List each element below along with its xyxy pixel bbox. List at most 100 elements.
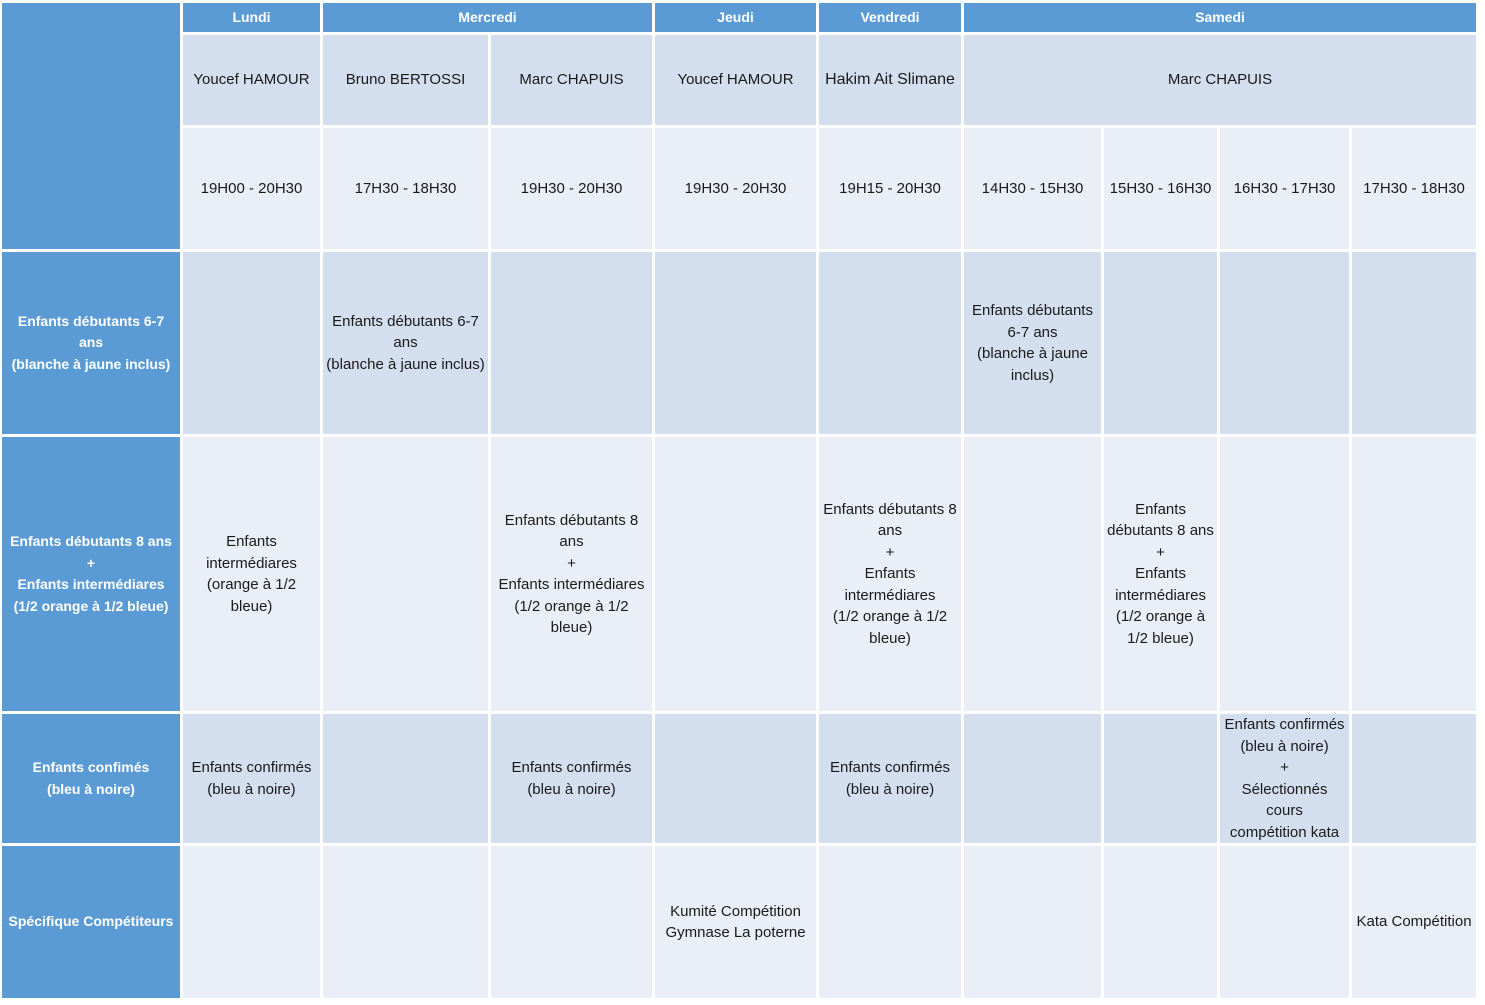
course-line: (blanche à jaune bbox=[977, 345, 1088, 362]
row-competiteurs: Spécifique Compétiteurs Kumité Compétiti… bbox=[2, 846, 1480, 1001]
time-cell: 19H00 - 20H30 bbox=[183, 128, 323, 252]
row-header: Enfants confimés (bleu à noire) bbox=[2, 714, 183, 846]
course-line: ans bbox=[559, 533, 584, 550]
empty-cell bbox=[1220, 252, 1353, 437]
course-line: intermédiares bbox=[206, 554, 297, 572]
course-cell: Enfants débutants 8 ans + Enfants interm… bbox=[1104, 437, 1221, 714]
empty-cell bbox=[1104, 252, 1221, 437]
course-line: Sélectionnés cours bbox=[1241, 780, 1328, 820]
course-line: Kumité Compétition bbox=[670, 902, 801, 920]
empty-cell bbox=[964, 714, 1105, 846]
course-line: Enfants confirmés bbox=[511, 759, 632, 776]
teacher-cell: Marc CHAPUIS bbox=[491, 35, 656, 128]
teacher-cell: Hakim Ait Slimane bbox=[819, 35, 965, 128]
empty-cell bbox=[964, 846, 1105, 1001]
day-lundi: Lundi bbox=[183, 3, 323, 35]
course-cell: Enfants intermédiares (orange à 1/2 bleu… bbox=[183, 437, 323, 714]
course-line: Enfants confirmés bbox=[829, 759, 951, 776]
course-line: compétition kata bbox=[1229, 823, 1340, 841]
empty-cell bbox=[1352, 252, 1480, 437]
course-line: + bbox=[567, 554, 576, 572]
empty-cell bbox=[1104, 846, 1221, 1001]
course-cell: Enfants confirmés (bleu à noire) bbox=[183, 714, 323, 846]
row-header-line: + bbox=[86, 554, 96, 571]
course-line: (1/2 orange à 1/2 bbox=[832, 608, 948, 626]
row-header-line: (1/2 orange à 1/2 bleue) bbox=[13, 597, 169, 614]
time-cell: 19H15 - 20H30 bbox=[819, 128, 965, 252]
course-line: intermédiares bbox=[1115, 586, 1206, 604]
course-line: bleue) bbox=[550, 619, 593, 636]
row-header-line: (bleu à noire) bbox=[47, 780, 135, 797]
row-header-line: Enfants débutants 8 ans bbox=[10, 533, 172, 549]
course-line: ans bbox=[393, 334, 418, 352]
empty-cell bbox=[323, 714, 491, 846]
row-header: Enfants débutants 8 ans + Enfants interm… bbox=[2, 437, 183, 714]
empty-cell bbox=[1220, 846, 1353, 1001]
course-line: inclus) bbox=[1010, 366, 1055, 384]
row-header-line: Enfants débutants 6-7 ans bbox=[17, 312, 165, 351]
course-line: Enfants bbox=[226, 533, 277, 550]
day-samedi: Samedi bbox=[964, 3, 1480, 35]
empty-cell bbox=[655, 437, 820, 714]
course-line: Enfants bbox=[864, 565, 916, 583]
time-cell: 14H30 - 15H30 bbox=[964, 128, 1105, 252]
time-cell: 16H30 - 17H30 bbox=[1220, 128, 1353, 252]
course-line: Enfants bbox=[1135, 565, 1186, 583]
empty-cell bbox=[323, 846, 491, 1001]
empty-cell bbox=[655, 714, 820, 846]
course-line: bleue) bbox=[869, 629, 911, 647]
course-cell: Enfants confirmés (bleu à noire) bbox=[819, 714, 965, 846]
course-line: débutants 8 ans bbox=[1107, 522, 1214, 540]
empty-cell bbox=[655, 252, 820, 437]
course-line: Kata Compétition bbox=[1356, 913, 1472, 931]
course-line: (bleu à noire) bbox=[207, 780, 296, 798]
teacher-cell: Marc CHAPUIS bbox=[964, 35, 1480, 128]
time-cell: 19H30 - 20H30 bbox=[655, 128, 820, 252]
empty-cell bbox=[183, 846, 323, 1001]
course-line: intermédiares bbox=[844, 586, 936, 604]
row-header-line: (blanche à jaune inclus) bbox=[11, 355, 171, 372]
course-line: 6-7 ans bbox=[1007, 323, 1058, 341]
day-mercredi: Mercredi bbox=[323, 3, 656, 35]
course-line: Enfants bbox=[1135, 500, 1186, 518]
teacher-cell: Youcef HAMOUR bbox=[183, 35, 323, 128]
row-header-line: Enfants confimés bbox=[32, 759, 150, 775]
empty-cell bbox=[964, 437, 1105, 714]
time-cell: 17H30 - 18H30 bbox=[1352, 128, 1480, 252]
course-cell: Enfants débutants 8 ans + Enfants interm… bbox=[819, 437, 965, 714]
course-line: Enfants débutants 6-7 bbox=[332, 312, 479, 330]
course-line: Enfants débutants 8 bbox=[823, 500, 957, 518]
schedule-table: Lundi Mercredi Jeudi Vendredi Samedi You… bbox=[2, 3, 1480, 1001]
teacher-row: Youcef HAMOUR Bruno BERTOSSI Marc CHAPUI… bbox=[2, 35, 1480, 128]
course-line: Enfants confirmés bbox=[191, 759, 312, 776]
course-line: (orange à 1/2 bleue) bbox=[206, 576, 297, 615]
course-cell: Enfants confirmés (bleu à noire) + Sélec… bbox=[1220, 714, 1353, 846]
empty-cell bbox=[323, 437, 491, 714]
row-header: Enfants débutants 6-7 ans (blanche à jau… bbox=[2, 252, 183, 437]
time-cell: 17H30 - 18H30 bbox=[323, 128, 491, 252]
row-header-line: Enfants intermédiares bbox=[17, 576, 165, 592]
course-line: (blanche à jaune inclus) bbox=[326, 355, 485, 373]
course-cell: Kata Compétition bbox=[1352, 846, 1480, 1001]
course-line: Enfants confirmés bbox=[1224, 716, 1345, 733]
empty-cell bbox=[1352, 437, 1480, 714]
row-debutants-8-intermediaires: Enfants débutants 8 ans + Enfants interm… bbox=[2, 437, 1480, 714]
empty-cell bbox=[491, 846, 656, 1001]
course-line: Gymnase La poterne bbox=[665, 924, 806, 941]
time-cell: 19H30 - 20H30 bbox=[491, 128, 656, 252]
day-jeudi: Jeudi bbox=[655, 3, 820, 35]
course-cell: Enfants débutants 6-7 ans (blanche à jau… bbox=[323, 252, 491, 437]
course-line: ans bbox=[877, 522, 903, 540]
time-row: 19H00 - 20H30 17H30 - 18H30 19H30 - 20H3… bbox=[2, 128, 1480, 252]
course-line: + bbox=[1156, 543, 1165, 561]
row-header: Spécifique Compétiteurs bbox=[2, 846, 183, 1001]
course-line: Enfants intermédiares bbox=[498, 576, 645, 593]
course-cell: Enfants confirmés (bleu à noire) bbox=[491, 714, 656, 846]
course-line: 1/2 bleue) bbox=[1127, 629, 1194, 647]
course-line: Enfants débutants 8 bbox=[504, 511, 639, 529]
course-line: (bleu à noire) bbox=[527, 780, 616, 798]
course-cell: Kumité Compétition Gymnase La poterne bbox=[655, 846, 820, 1001]
course-line: + bbox=[885, 543, 895, 561]
day-header-row: Lundi Mercredi Jeudi Vendredi Samedi bbox=[2, 3, 1480, 252]
